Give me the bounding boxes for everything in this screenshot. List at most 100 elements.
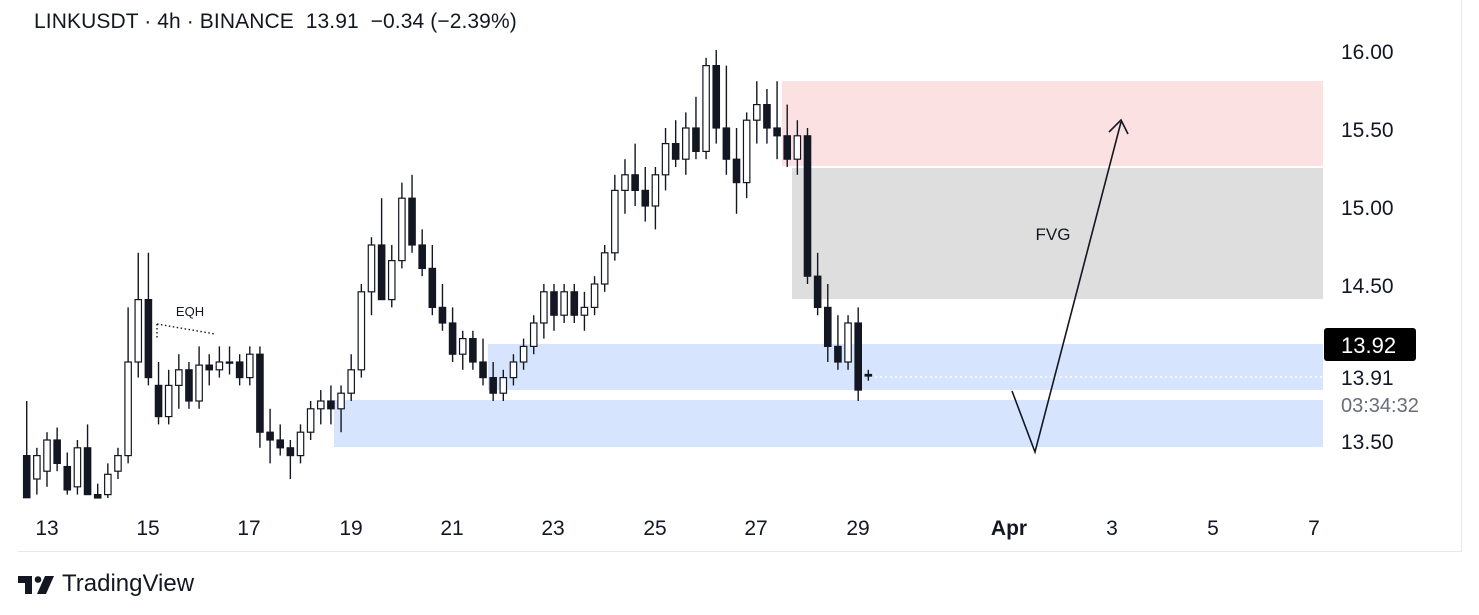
- candle-up: [752, 103, 761, 121]
- candle-up: [793, 135, 802, 160]
- price-chart[interactable]: EQH FVG 16.00 15.50 15.00 14.50 13.50 13…: [0, 0, 1479, 560]
- candle-up: [682, 127, 690, 160]
- price-change-pct: (−2.39%): [430, 10, 517, 33]
- time-tick: Apr: [991, 517, 1027, 540]
- candle-up: [134, 299, 143, 363]
- interval-label[interactable]: 4h: [157, 10, 181, 33]
- candle-down: [63, 465, 72, 491]
- candle-down: [276, 439, 285, 449]
- symbol-header: LINKUSDT · 4h · BINANCE 13.91 −0.34 (−2.…: [34, 10, 517, 33]
- candle-up: [347, 369, 356, 394]
- candle-up: [104, 473, 112, 496]
- candle-down: [53, 439, 61, 464]
- candle-down: [408, 197, 416, 246]
- candle-down: [256, 353, 264, 433]
- time-tick: 29: [846, 517, 869, 540]
- projection-path: [1011, 121, 1122, 455]
- demand-zone-upper: [488, 344, 1323, 390]
- candle-up: [73, 447, 82, 488]
- chart-frame: [18, 0, 1462, 552]
- candle-down: [438, 306, 447, 324]
- candle-down: [823, 306, 832, 347]
- time-tick: 17: [237, 517, 260, 540]
- time-tick: 27: [744, 517, 767, 540]
- candle-up: [702, 64, 710, 153]
- candle-up: [367, 244, 376, 293]
- candle-up: [195, 364, 203, 402]
- candle-up: [499, 377, 508, 394]
- candle-down: [854, 322, 863, 391]
- candle-down: [154, 384, 163, 418]
- candle-down: [641, 189, 650, 207]
- symbol-name[interactable]: LINKUSDT: [34, 10, 139, 33]
- price-tick-14-50: 14.50: [1341, 275, 1394, 298]
- candle-up: [540, 291, 548, 324]
- candle-up: [337, 392, 345, 410]
- candle-down: [428, 267, 437, 308]
- candle-up: [590, 283, 599, 308]
- candle-up: [215, 361, 224, 371]
- candle-up: [175, 369, 183, 386]
- current-price-value: 13.92: [1341, 333, 1396, 358]
- candle-up: [651, 174, 660, 207]
- candle-down: [803, 135, 812, 277]
- candle-up: [580, 306, 589, 316]
- brand[interactable]: TradingView: [18, 570, 194, 598]
- candle-up: [529, 322, 538, 347]
- candle-up: [600, 252, 609, 285]
- time-tick: 3: [1106, 517, 1118, 540]
- time-tick: 13: [35, 517, 58, 540]
- arrow-head-icon: [1108, 118, 1129, 135]
- time-tick: 7: [1308, 517, 1320, 540]
- candle-down: [418, 244, 426, 269]
- candle-down: [377, 244, 386, 301]
- candle-up: [296, 431, 305, 457]
- tradingview-logo-icon: [18, 576, 54, 594]
- price-tick-15-50: 15.50: [1341, 119, 1394, 142]
- brand-name: TradingView: [62, 570, 195, 597]
- candle-up: [124, 361, 132, 457]
- bar-countdown: 03:34:32: [1341, 395, 1419, 417]
- candle-down: [763, 103, 771, 129]
- candle-up: [316, 400, 325, 410]
- candle-up: [164, 384, 173, 418]
- candle-up: [306, 408, 315, 433]
- candle-down: [692, 127, 700, 152]
- candle-up: [611, 189, 619, 254]
- eqh-line: [156, 323, 216, 335]
- candle-down: [631, 174, 639, 192]
- candle-down: [864, 373, 873, 377]
- last-price-axis-label: 13.91: [1341, 367, 1394, 390]
- candle-down: [671, 143, 680, 160]
- candle-down: [93, 494, 102, 499]
- candle-up: [33, 455, 41, 480]
- candle-down: [783, 135, 792, 160]
- candle-up: [844, 322, 852, 363]
- candle-up: [114, 455, 122, 472]
- candle-down: [712, 64, 721, 129]
- supply-zone: [782, 81, 1323, 166]
- candle-down: [479, 361, 487, 379]
- price-change: −0.34: [370, 10, 425, 33]
- candle-down: [732, 158, 741, 184]
- candle-down: [205, 364, 214, 371]
- candle-up: [357, 291, 366, 371]
- candle-down: [570, 291, 579, 316]
- eqh-label: EQH: [176, 304, 204, 319]
- candle-down: [327, 400, 335, 410]
- candle-up: [43, 439, 51, 472]
- candle-up: [398, 197, 406, 262]
- candle-up: [560, 291, 568, 316]
- candle-down: [83, 447, 92, 496]
- candle-up: [509, 361, 518, 379]
- candle-up: [519, 345, 528, 363]
- exchange-label: BINANCE: [199, 10, 294, 33]
- candle-up: [387, 260, 396, 301]
- time-tick: 25: [643, 517, 666, 540]
- candles-group: [22, 50, 873, 499]
- time-tick: 15: [136, 517, 159, 540]
- time-axis: 13 15 17 19 21 23 25 27 29 Apr 3 5 7: [35, 517, 1320, 540]
- candle-up: [621, 174, 629, 192]
- candle-up: [742, 119, 751, 184]
- current-price-badge: [1324, 328, 1416, 361]
